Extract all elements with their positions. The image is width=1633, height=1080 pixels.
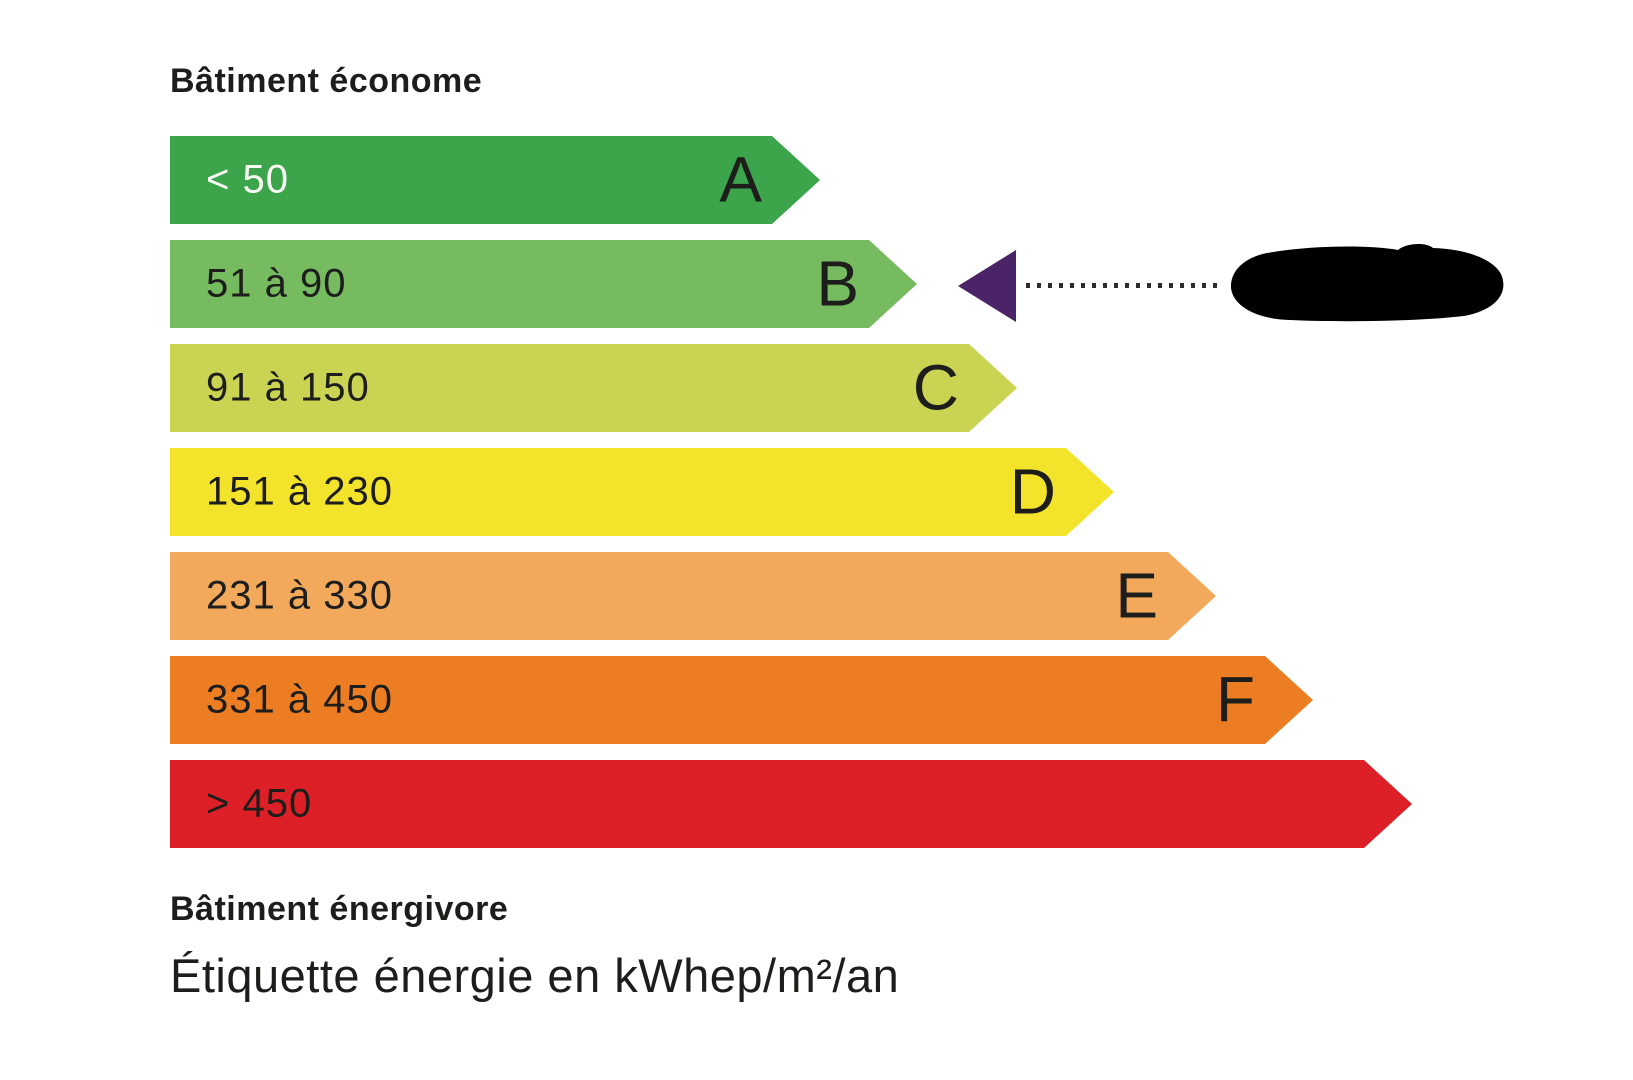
range-label-g: > 450 (206, 781, 313, 826)
energy-bar-g: > 450 (170, 760, 1412, 848)
class-letter-a: A (719, 143, 762, 216)
energy-label-caption: Étiquette énergie en kWhep/m²/an (170, 949, 900, 1002)
energy-bar-c: 91 à 150 C (170, 344, 1017, 432)
economical-building-label: Bâtiment économe (170, 62, 483, 100)
range-label-e: 231 à 330 (206, 573, 393, 618)
class-letter-b: B (816, 247, 859, 320)
range-label-d: 151 à 230 (206, 469, 393, 514)
energy-class-bars: < 50 A 51 à 90 B 91 à 150 C 151 à 230 D … (170, 136, 1412, 864)
range-label-b: 51 à 90 (206, 261, 347, 306)
energy-bar-f: 331 à 450 F (170, 656, 1313, 744)
redaction-scribble (1230, 244, 1504, 322)
range-label-a: < 50 (206, 157, 289, 202)
class-letter-f: F (1215, 663, 1255, 736)
selected-class-arrow-icon (958, 250, 1016, 322)
range-label-c: 91 à 150 (206, 365, 370, 410)
range-label-f: 331 à 450 (206, 677, 393, 722)
energy-guzzling-building-label: Bâtiment énergivore (170, 890, 509, 928)
energy-bar-d: 151 à 230 D (170, 448, 1114, 536)
class-letter-d: D (1009, 455, 1056, 528)
energy-bar-e: 231 à 330 E (170, 552, 1216, 640)
dotted-connector-line (1026, 283, 1224, 288)
class-letter-c: C (912, 351, 959, 424)
class-letter-e: E (1115, 559, 1158, 632)
energy-bar-b: 51 à 90 B (170, 240, 917, 328)
energy-bar-a: < 50 A (170, 136, 820, 224)
